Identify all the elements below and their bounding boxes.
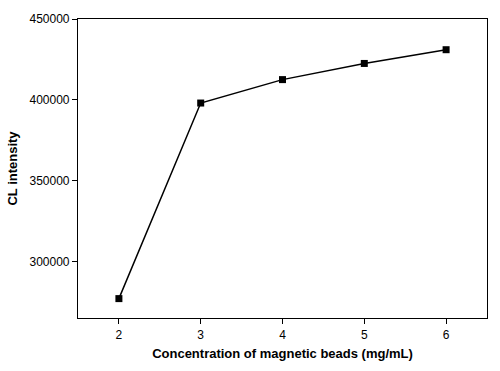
svg-text:Concentration of magnetic bead: Concentration of magnetic beads (mg/mL) [152,346,413,361]
svg-text:5: 5 [361,328,368,342]
svg-text:2: 2 [116,328,123,342]
svg-text:6: 6 [443,328,450,342]
svg-text:300000: 300000 [29,255,69,269]
svg-text:3: 3 [197,328,204,342]
svg-text:350000: 350000 [29,174,69,188]
svg-text:CL intensity: CL intensity [5,131,20,206]
svg-text:450000: 450000 [29,12,69,26]
svg-text:400000: 400000 [29,93,69,107]
svg-text:4: 4 [279,328,286,342]
